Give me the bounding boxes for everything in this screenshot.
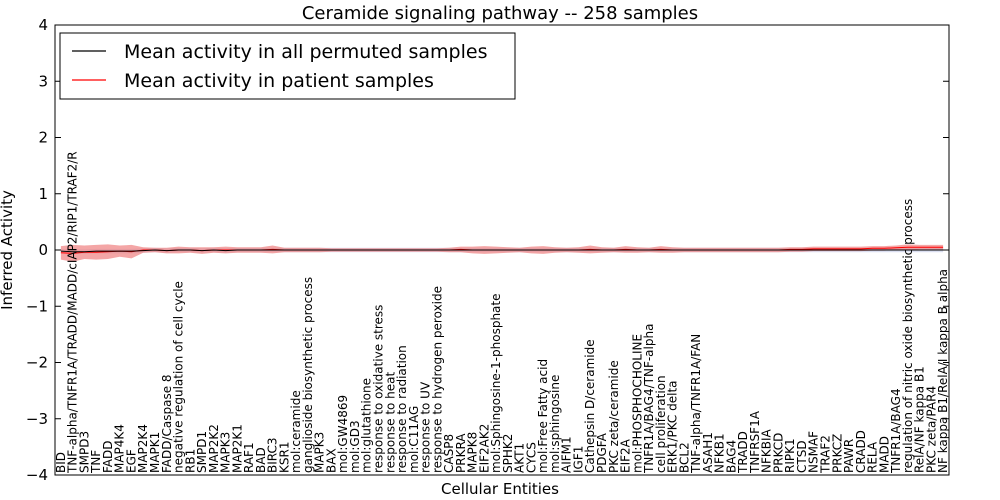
x-tick-label: SMPD3 bbox=[77, 431, 91, 473]
x-tick-label: ganglioside biosynthetic process bbox=[301, 277, 315, 473]
y-tick-label: −3 bbox=[26, 410, 48, 428]
x-tick-label: CYCS bbox=[524, 442, 538, 473]
x-tick-label: NSMAF bbox=[807, 431, 821, 473]
x-tick-label: TNFRSF1A bbox=[748, 410, 762, 474]
x-tick-label: MAPK3 bbox=[313, 432, 327, 473]
y-tick-label: −1 bbox=[26, 297, 48, 315]
x-tick-label: EGF bbox=[125, 449, 139, 473]
x-tick-label: MAPK8 bbox=[466, 432, 480, 473]
x-tick-label: KSR1 bbox=[277, 442, 291, 473]
x-tick-label: PKC zeta/PAR4 bbox=[924, 386, 938, 473]
x-tick-label: mol:sphingosine bbox=[548, 375, 562, 473]
y-tick-label: 3 bbox=[38, 72, 48, 90]
x-tick-label: PDGFA bbox=[595, 432, 609, 473]
x-tick-label: TRAF2 bbox=[819, 435, 833, 474]
x-tick-label: MAP2K1 bbox=[230, 424, 244, 473]
x-tick-label: AKT1 bbox=[513, 443, 527, 473]
plot-area bbox=[60, 244, 944, 262]
x-tick-label: CTSD bbox=[795, 440, 809, 473]
x-tick-label: MAP2K2 bbox=[207, 424, 221, 473]
y-tick-label: 1 bbox=[38, 185, 48, 203]
x-tick-label: CRADD bbox=[854, 430, 868, 473]
x-tick-label: RAF1 bbox=[242, 442, 256, 473]
x-tick-label: PRKCZ bbox=[830, 434, 844, 473]
x-tick-label: CASP8 bbox=[442, 434, 456, 473]
x-tick-label: SMPD1 bbox=[195, 431, 209, 473]
x-tick-label: PRKCD bbox=[771, 433, 785, 473]
y-tick-label: −4 bbox=[26, 466, 48, 484]
x-tick-label: ERK1/PKC delta bbox=[666, 380, 680, 473]
x-tick-label: ASAH1 bbox=[701, 432, 715, 473]
x-tick-label: mol:PHOSPHOCHOLINE bbox=[630, 334, 644, 473]
x-tick-label: cell proliferation bbox=[654, 375, 668, 473]
chart-title: Ceramide signaling pathway -- 258 sample… bbox=[302, 3, 698, 24]
x-tick-label: BCL2 bbox=[677, 442, 691, 473]
x-tick-label: mol:glutathione bbox=[360, 378, 374, 473]
x-tick-label: TNF bbox=[89, 450, 103, 474]
x-tick-label: MAPK3 bbox=[219, 432, 233, 473]
x-tick-label: NFKBIA bbox=[760, 428, 774, 473]
x-tick-label: RELA bbox=[866, 441, 880, 473]
y-tick-label: 2 bbox=[38, 129, 48, 147]
x-tick-label: regulation of nitric oxide biosynthetic … bbox=[901, 199, 915, 473]
x-tick-label: TNFR1A/BAG4 bbox=[889, 388, 903, 474]
x-tick-label: MAP2K4 bbox=[136, 424, 150, 473]
legend-box bbox=[59, 32, 516, 100]
x-tick-label: BID bbox=[54, 452, 68, 473]
x-tick-label: NF kappa B1/RelA/I kappa B alpha bbox=[936, 269, 950, 473]
x-tick-label: BIRC3 bbox=[266, 437, 280, 473]
patient-band bbox=[60, 244, 944, 262]
x-tick-label: PAWR bbox=[842, 439, 856, 473]
legend-label-permuted: Mean activity in all permuted samples bbox=[124, 41, 487, 63]
y-axis-title: Inferred Activity bbox=[0, 190, 16, 310]
x-tick-label: TNF-alpha/TNFR1A/TRADD/MADD/cIAP2/RIP1/T… bbox=[66, 151, 80, 474]
x-tick-label: mol:C11AG bbox=[407, 406, 421, 473]
x-tick-label: PKC zeta/ceramide bbox=[607, 360, 621, 473]
x-tick-label: MADD bbox=[877, 436, 891, 473]
y-tick-label: 4 bbox=[38, 16, 48, 34]
legend-label-patient: Mean activity in patient samples bbox=[124, 70, 434, 92]
x-tick-label: response to radiation bbox=[395, 345, 409, 473]
x-tick-label: mol:Sphingosine-1-phosphate bbox=[489, 294, 503, 474]
x-tick-label: TNFR1A/BAG4/TNF-alpha bbox=[642, 324, 656, 474]
x-tick-label: RB1 bbox=[183, 449, 197, 473]
x-tick-label: EIF2A bbox=[619, 438, 633, 473]
x-tick-label: PRKRA bbox=[454, 433, 468, 473]
permuted-mean-line bbox=[60, 249, 944, 253]
x-tick-label: FADD bbox=[101, 441, 115, 474]
x-tick-label: response to oxidative stress bbox=[372, 305, 386, 473]
x-tick-label: mol:Free Fatty acid bbox=[536, 359, 550, 473]
x-tick-label: RelA/NF kappa B1 bbox=[913, 366, 927, 473]
x-tick-label: RIPK1 bbox=[783, 438, 797, 473]
x-axis-labels: BIDTNF-alpha/TNFR1A/TRADD/MADD/cIAP2/RIP… bbox=[54, 151, 950, 474]
x-tick-label: AIFM1 bbox=[560, 436, 574, 473]
x-tick-label: TNF-alpha/TNFR1A/FAN bbox=[689, 334, 703, 474]
x-tick-label: response to UV bbox=[419, 381, 433, 473]
x-tick-label: SPHK2 bbox=[501, 434, 515, 473]
legend: Mean activity in all permuted samples Me… bbox=[59, 32, 516, 100]
x-tick-label: TRADD bbox=[736, 431, 750, 474]
x-tick-label: BAG4 bbox=[724, 440, 738, 473]
y-tick-label: −2 bbox=[26, 354, 48, 372]
x-axis-title: Cellular Entities bbox=[441, 480, 559, 498]
x-tick-label: NFKB1 bbox=[713, 433, 727, 473]
x-tick-label: BAX bbox=[324, 448, 338, 473]
x-tick-label: EIF2AK2 bbox=[477, 424, 491, 473]
x-tick-label: Cathepsin D/ceramide bbox=[583, 339, 597, 473]
x-tick-label: response to heat bbox=[383, 371, 397, 473]
x-tick-label: mol:GW4869 bbox=[336, 395, 350, 473]
x-tick-label: FADD/Caspase 8 bbox=[160, 374, 174, 473]
x-tick-label: BAD bbox=[254, 447, 268, 473]
x-tick-label: negative regulation of cell cycle bbox=[172, 281, 186, 473]
y-axis: −4 −3 −2 −1 0 1 2 3 4 bbox=[26, 16, 949, 484]
x-tick-label: IGF1 bbox=[572, 446, 586, 473]
x-tick-label: mol:ceramide bbox=[289, 390, 303, 473]
y-tick-label: 0 bbox=[38, 241, 48, 259]
x-tick-label: MAPK1 bbox=[148, 432, 162, 473]
x-tick-label: response to hydrogen peroxide bbox=[430, 286, 444, 473]
x-tick-label: mol:GD3 bbox=[348, 420, 362, 473]
x-tick-label: MAP4K4 bbox=[113, 424, 127, 473]
